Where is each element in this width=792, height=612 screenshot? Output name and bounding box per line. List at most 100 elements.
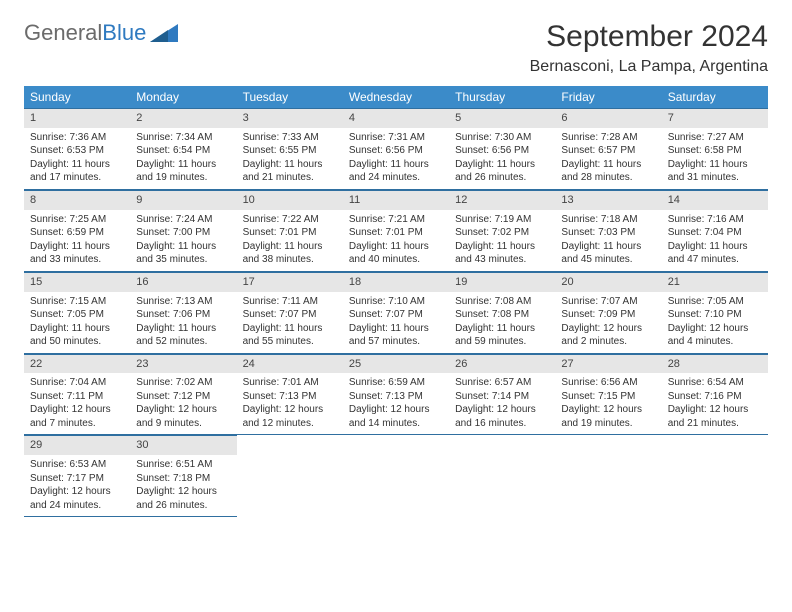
calendar-cell: 6Sunrise: 7:28 AMSunset: 6:57 PMDaylight…	[555, 108, 661, 189]
month-title: September 2024	[530, 20, 768, 54]
day-details: Sunrise: 7:01 AMSunset: 7:13 PMDaylight:…	[237, 373, 343, 434]
day-number: 14	[662, 190, 768, 210]
brand-logo: GeneralBlue	[24, 20, 178, 46]
day-details: Sunrise: 7:33 AMSunset: 6:55 PMDaylight:…	[237, 128, 343, 189]
day-number: 5	[449, 108, 555, 128]
calendar-cell: 16Sunrise: 7:13 AMSunset: 7:06 PMDayligh…	[130, 271, 236, 353]
day-details: Sunrise: 7:24 AMSunset: 7:00 PMDaylight:…	[130, 210, 236, 271]
day-details: Sunrise: 6:57 AMSunset: 7:14 PMDaylight:…	[449, 373, 555, 434]
calendar-cell: 20Sunrise: 7:07 AMSunset: 7:09 PMDayligh…	[555, 271, 661, 353]
day-details: Sunrise: 7:07 AMSunset: 7:09 PMDaylight:…	[555, 292, 661, 353]
day-number: 28	[662, 354, 768, 374]
day-number: 24	[237, 354, 343, 374]
calendar-cell: 21Sunrise: 7:05 AMSunset: 7:10 PMDayligh…	[662, 271, 768, 353]
day-details: Sunrise: 7:11 AMSunset: 7:07 PMDaylight:…	[237, 292, 343, 353]
day-details: Sunrise: 6:51 AMSunset: 7:18 PMDaylight:…	[130, 455, 236, 516]
brand-part2: Blue	[102, 20, 146, 46]
calendar-table: SundayMondayTuesdayWednesdayThursdayFrid…	[24, 86, 768, 517]
weekday-header: Saturday	[662, 86, 768, 108]
calendar-cell: 26Sunrise: 6:57 AMSunset: 7:14 PMDayligh…	[449, 353, 555, 435]
calendar-cell: 19Sunrise: 7:08 AMSunset: 7:08 PMDayligh…	[449, 271, 555, 353]
calendar-cell	[662, 435, 768, 517]
day-details: Sunrise: 7:36 AMSunset: 6:53 PMDaylight:…	[24, 128, 130, 189]
day-details: Sunrise: 7:27 AMSunset: 6:58 PMDaylight:…	[662, 128, 768, 189]
day-number: 17	[237, 272, 343, 292]
day-details: Sunrise: 7:02 AMSunset: 7:12 PMDaylight:…	[130, 373, 236, 434]
day-number: 16	[130, 272, 236, 292]
day-details: Sunrise: 7:10 AMSunset: 7:07 PMDaylight:…	[343, 292, 449, 353]
day-number: 23	[130, 354, 236, 374]
day-details: Sunrise: 7:08 AMSunset: 7:08 PMDaylight:…	[449, 292, 555, 353]
day-details: Sunrise: 7:34 AMSunset: 6:54 PMDaylight:…	[130, 128, 236, 189]
day-number: 18	[343, 272, 449, 292]
day-number: 9	[130, 190, 236, 210]
calendar-cell: 18Sunrise: 7:10 AMSunset: 7:07 PMDayligh…	[343, 271, 449, 353]
calendar-cell: 14Sunrise: 7:16 AMSunset: 7:04 PMDayligh…	[662, 189, 768, 271]
calendar-cell: 11Sunrise: 7:21 AMSunset: 7:01 PMDayligh…	[343, 189, 449, 271]
calendar-cell: 5Sunrise: 7:30 AMSunset: 6:56 PMDaylight…	[449, 108, 555, 189]
calendar-cell: 8Sunrise: 7:25 AMSunset: 6:59 PMDaylight…	[24, 189, 130, 271]
day-number: 20	[555, 272, 661, 292]
calendar-cell: 30Sunrise: 6:51 AMSunset: 7:18 PMDayligh…	[130, 435, 236, 517]
calendar-cell: 7Sunrise: 7:27 AMSunset: 6:58 PMDaylight…	[662, 108, 768, 189]
calendar-cell: 23Sunrise: 7:02 AMSunset: 7:12 PMDayligh…	[130, 353, 236, 435]
calendar-cell	[555, 435, 661, 517]
day-number: 8	[24, 190, 130, 210]
day-details: Sunrise: 6:54 AMSunset: 7:16 PMDaylight:…	[662, 373, 768, 434]
day-details: Sunrise: 7:30 AMSunset: 6:56 PMDaylight:…	[449, 128, 555, 189]
calendar-cell: 22Sunrise: 7:04 AMSunset: 7:11 PMDayligh…	[24, 353, 130, 435]
day-number: 30	[130, 435, 236, 455]
weekday-header: Friday	[555, 86, 661, 108]
weekday-header: Monday	[130, 86, 236, 108]
day-details: Sunrise: 7:13 AMSunset: 7:06 PMDaylight:…	[130, 292, 236, 353]
brand-triangle-icon	[150, 24, 178, 42]
day-number: 19	[449, 272, 555, 292]
calendar-cell: 24Sunrise: 7:01 AMSunset: 7:13 PMDayligh…	[237, 353, 343, 435]
day-details: Sunrise: 7:31 AMSunset: 6:56 PMDaylight:…	[343, 128, 449, 189]
calendar-cell	[449, 435, 555, 517]
calendar-cell: 13Sunrise: 7:18 AMSunset: 7:03 PMDayligh…	[555, 189, 661, 271]
day-details: Sunrise: 7:28 AMSunset: 6:57 PMDaylight:…	[555, 128, 661, 189]
day-number: 13	[555, 190, 661, 210]
day-number: 7	[662, 108, 768, 128]
calendar-cell	[237, 435, 343, 517]
calendar-cell: 27Sunrise: 6:56 AMSunset: 7:15 PMDayligh…	[555, 353, 661, 435]
calendar-cell: 3Sunrise: 7:33 AMSunset: 6:55 PMDaylight…	[237, 108, 343, 189]
day-details: Sunrise: 7:25 AMSunset: 6:59 PMDaylight:…	[24, 210, 130, 271]
day-number: 4	[343, 108, 449, 128]
weekday-header: Sunday	[24, 86, 130, 108]
day-number: 25	[343, 354, 449, 374]
calendar-cell: 28Sunrise: 6:54 AMSunset: 7:16 PMDayligh…	[662, 353, 768, 435]
weekday-header: Tuesday	[237, 86, 343, 108]
day-number: 21	[662, 272, 768, 292]
day-number: 15	[24, 272, 130, 292]
calendar-cell: 17Sunrise: 7:11 AMSunset: 7:07 PMDayligh…	[237, 271, 343, 353]
day-number: 6	[555, 108, 661, 128]
calendar-cell: 2Sunrise: 7:34 AMSunset: 6:54 PMDaylight…	[130, 108, 236, 189]
weekday-header: Thursday	[449, 86, 555, 108]
day-number: 27	[555, 354, 661, 374]
calendar-cell: 4Sunrise: 7:31 AMSunset: 6:56 PMDaylight…	[343, 108, 449, 189]
day-number: 2	[130, 108, 236, 128]
weekday-header: Wednesday	[343, 86, 449, 108]
day-number: 11	[343, 190, 449, 210]
day-details: Sunrise: 7:22 AMSunset: 7:01 PMDaylight:…	[237, 210, 343, 271]
calendar-cell: 29Sunrise: 6:53 AMSunset: 7:17 PMDayligh…	[24, 435, 130, 517]
calendar-cell: 1Sunrise: 7:36 AMSunset: 6:53 PMDaylight…	[24, 108, 130, 189]
day-number: 26	[449, 354, 555, 374]
day-details: Sunrise: 6:53 AMSunset: 7:17 PMDaylight:…	[24, 455, 130, 516]
day-number: 29	[24, 435, 130, 455]
day-number: 10	[237, 190, 343, 210]
day-number: 22	[24, 354, 130, 374]
brand-part1: General	[24, 20, 102, 46]
day-details: Sunrise: 6:59 AMSunset: 7:13 PMDaylight:…	[343, 373, 449, 434]
day-details: Sunrise: 7:16 AMSunset: 7:04 PMDaylight:…	[662, 210, 768, 271]
day-details: Sunrise: 6:56 AMSunset: 7:15 PMDaylight:…	[555, 373, 661, 434]
calendar-cell: 25Sunrise: 6:59 AMSunset: 7:13 PMDayligh…	[343, 353, 449, 435]
location-text: Bernasconi, La Pampa, Argentina	[530, 58, 768, 76]
day-details: Sunrise: 7:19 AMSunset: 7:02 PMDaylight:…	[449, 210, 555, 271]
day-details: Sunrise: 7:05 AMSunset: 7:10 PMDaylight:…	[662, 292, 768, 353]
day-number: 12	[449, 190, 555, 210]
calendar-cell	[343, 435, 449, 517]
calendar-cell: 10Sunrise: 7:22 AMSunset: 7:01 PMDayligh…	[237, 189, 343, 271]
